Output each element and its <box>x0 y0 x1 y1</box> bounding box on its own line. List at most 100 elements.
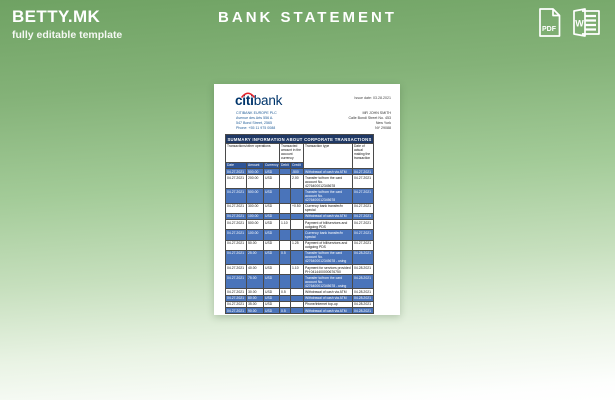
table-cell: USD <box>263 263 280 276</box>
table-cell: 04.27.2021 <box>225 239 247 251</box>
table-row: 04.27.2021 50.00 USD 1.25 Payment of bill/se… <box>225 239 375 251</box>
pdf-file-icon[interactable]: PDF <box>536 7 563 38</box>
table-cell <box>279 229 291 241</box>
table-cell: 1.25 <box>290 239 304 251</box>
table-cell: 2.00 <box>290 174 304 190</box>
table-title: SUMMARY INFORMATION ABOUT CORPORATE TRAN… <box>224 134 375 144</box>
table-cell: Transfer to/from the card account No. 42… <box>303 274 353 290</box>
table-row: 04.27.2021 200.00 USD 2.00 Transfer to/from … <box>225 174 375 190</box>
table-cell: Transfer to/from the card account No. 42… <box>303 188 353 204</box>
table-group-header-row: Transactions/other operations Transacted… <box>225 143 375 169</box>
svg-text:W: W <box>575 19 584 29</box>
table-cell: USD <box>263 249 280 265</box>
table-cell: USD <box>263 307 280 315</box>
table-body: 04.27.2021 500.00 USD -500 Withdrawal of cas… <box>225 167 375 315</box>
table-cell: 04.28.2021 <box>351 288 375 296</box>
brand-tagline: fully editable template <box>12 29 123 41</box>
table-cell: 04.28.2021 <box>351 263 375 276</box>
group-header-type: Transaction type <box>303 143 353 169</box>
table-cell: Transfer to/from the card account No. 42… <box>303 249 353 265</box>
citibank-logo: citibank <box>235 92 283 108</box>
text-line: Avenue des Arts 556 A. <box>236 115 274 120</box>
text-line: 547 Bond Street, 2565 <box>236 120 272 125</box>
table-cell <box>290 274 304 290</box>
table-cell: 04.27.2021 <box>225 202 247 214</box>
table-cell: Transfer to/from the card account No. 42… <box>303 174 353 190</box>
table-cell: 04.27.2021 <box>225 307 247 315</box>
table-row: 04.27.2021 500.00 USD 1.10 Payment of bill/s… <box>225 219 375 231</box>
text-line: MR JOHN SMITH <box>362 111 391 115</box>
table-cell: 04.27.2021 <box>351 174 375 190</box>
text-line: NY 29088 <box>375 126 391 131</box>
table-cell: 500.00 <box>246 219 264 231</box>
group-header-operations: Transactions/other operations <box>225 143 280 163</box>
table-cell: +0.50 <box>290 202 304 214</box>
table-cell: 40.00 <box>246 263 264 276</box>
page-title: BANK STATEMENT <box>218 9 397 26</box>
table-cell: 90.00 <box>246 307 264 315</box>
citi-red-arc-icon <box>241 92 255 98</box>
table-cell: Payment of bill/services and outgoing PD… <box>303 219 353 231</box>
svg-text:PDF: PDF <box>542 26 557 33</box>
table-row: 04.27.2021 25.00 USD 0.5 Transfer to/from th… <box>225 249 375 265</box>
table-cell: USD <box>263 174 280 190</box>
table-cell: 04.27.2021 <box>351 219 375 231</box>
table-row: 04.27.2021 500.00 USD -500 Withdrawal of cas… <box>225 167 375 176</box>
table-cell: 04.27.2021 <box>351 202 375 214</box>
word-file-icon[interactable]: W <box>572 7 602 38</box>
table-cell: Currency bank transfer/in special <box>303 202 353 214</box>
table-subheader-row: Date Amount Currency Debit Credit <box>225 161 374 170</box>
logo-text-bank: bank <box>253 93 283 108</box>
table-cell: 50.00 <box>246 239 264 251</box>
table-cell: USD <box>263 239 280 251</box>
table-cell: Payment of bill/services and outgoing PD… <box>303 239 353 251</box>
table-cell: 04.27.2021 <box>225 219 247 231</box>
table-row: 04.27.2021 100.00 USD Currency bank transfe… <box>225 229 375 241</box>
table-cell: 25.00 <box>246 249 264 265</box>
table-cell: 04.27.2021 <box>351 229 375 241</box>
table-cell <box>279 188 291 204</box>
text-line: Calle Bondi Street No. 453 <box>348 116 391 121</box>
table-cell: 200.00 <box>246 174 264 190</box>
table-cell: 75.00 <box>246 274 264 290</box>
issue-date: Issue date: 03.28.2021 <box>354 96 391 100</box>
table-cell: 04.27.2021 <box>351 239 375 251</box>
table-cell <box>290 229 304 241</box>
table-cell: Payment for services provided PH 0414400… <box>303 263 353 276</box>
table-cell: USD <box>263 202 280 214</box>
recipient-address-block: MR JOHN SMITH Calle Bondi Street No. 453 N… <box>348 111 391 131</box>
table-row: 04.27.2021 80.00 USD Withdrawal of cash via… <box>225 294 375 302</box>
table-cell: 04.27.2021 <box>225 188 247 204</box>
table-cell: 0.5 <box>279 249 291 265</box>
brand-logo: BETTY.MK <box>12 7 101 26</box>
table-cell: USD <box>263 274 280 290</box>
table-cell: Currency bank transfer/in special <box>303 229 353 241</box>
file-format-icons: PDF W <box>536 7 602 38</box>
table-cell: 04.27.2021 <box>351 212 375 221</box>
table-cell: 04.27.2021 <box>225 229 247 241</box>
table-cell: 1.10 <box>290 263 304 276</box>
table-cell <box>279 263 291 276</box>
table-cell: 04.28.2021 <box>351 249 375 265</box>
logo-text-citi: citi <box>235 93 254 108</box>
table-cell: 100.00 <box>246 229 264 241</box>
table-row: 04.27.2021 90.00 USD 0.5 Withdrawal of cash … <box>225 307 375 315</box>
table-row: 04.27.2021 40.00 USD 1.10 Payment for servic… <box>225 263 375 276</box>
group-header-amount: Transacted amount in the account currenc… <box>279 143 304 163</box>
table-cell: 04.27.2021 <box>225 274 247 290</box>
table-cell <box>290 188 304 204</box>
table-cell <box>290 249 304 265</box>
table-cell: Withdrawal of cash via ATM <box>303 307 353 315</box>
table-cell: 04.27.2021 <box>225 263 247 276</box>
table-cell: USD <box>263 188 280 204</box>
table-cell: 500.00 <box>246 188 264 204</box>
table-cell: 04.28.2021 <box>351 294 375 302</box>
table-row: 04.27.2021 30.00 USD 0.5 Withdrawal of cash … <box>225 288 375 296</box>
table-row: 04.27.2021 500.00 USD Transfer to/from the … <box>225 188 375 204</box>
table-cell: 04.27.2021 <box>225 174 247 190</box>
table-cell: 04.27.2021 <box>351 167 375 176</box>
text-line: Phone: +55 11 975 0088 <box>236 125 276 130</box>
table-row: 04.27.2021 100.00 USD Withdrawal of cash vi… <box>225 212 375 221</box>
group-header-date: Date of actual making the transaction <box>351 143 375 169</box>
